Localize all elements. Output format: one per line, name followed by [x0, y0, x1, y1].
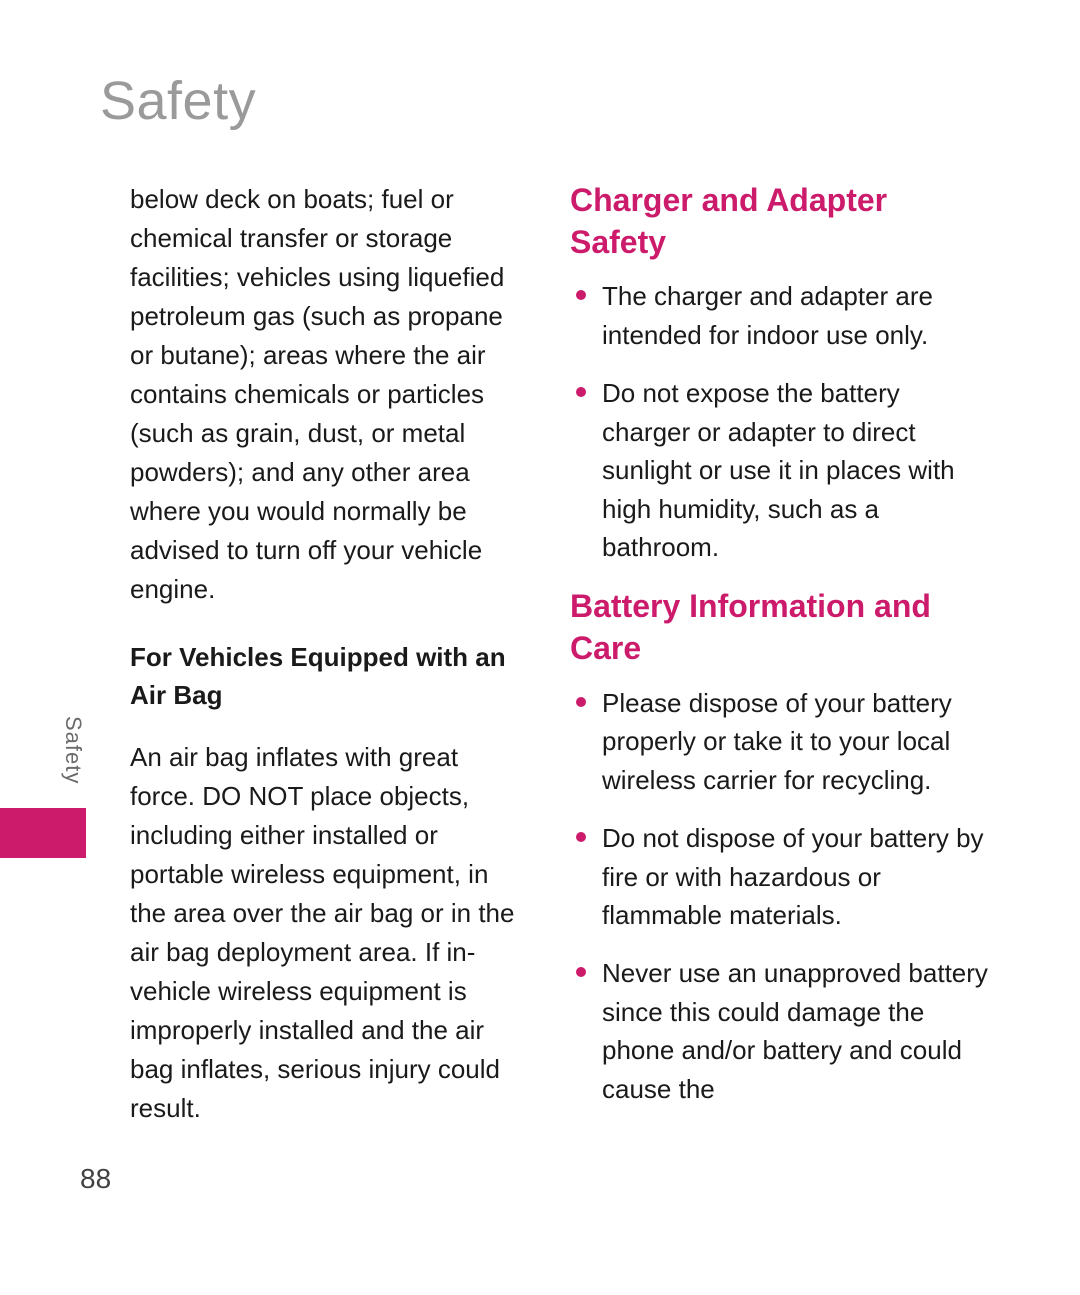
airbag-subheading: For Vehicles Equipped with an Air Bag [130, 639, 530, 714]
right-column: Charger and Adapter Safety The charger a… [570, 180, 990, 1158]
left-column: below deck on boats; fuel or chemical tr… [130, 180, 530, 1158]
battery-bullets: Please dispose of your battery properly … [570, 684, 990, 1109]
charger-bullets: The charger and adapter are intended for… [570, 277, 990, 566]
airbag-paragraph: An air bag inflates with great force. DO… [130, 738, 530, 1128]
lead-paragraph: below deck on boats; fuel or chemical tr… [130, 180, 530, 609]
battery-heading: Battery Information and Care [570, 586, 990, 669]
list-item: Never use an unapproved battery since th… [570, 954, 990, 1108]
side-tab-label: Safety [60, 716, 86, 784]
page-number: 88 [80, 1163, 111, 1195]
page-title: Safety [100, 70, 256, 132]
list-item: The charger and adapter are intended for… [570, 277, 990, 354]
list-item: Please dispose of your battery properly … [570, 684, 990, 799]
side-tab-bar [0, 808, 86, 858]
list-item: Do not expose the battery charger or ada… [570, 374, 990, 566]
list-item: Do not dispose of your battery by fire o… [570, 819, 990, 934]
content-columns: below deck on boats; fuel or chemical tr… [130, 180, 1030, 1158]
charger-heading: Charger and Adapter Safety [570, 180, 990, 263]
